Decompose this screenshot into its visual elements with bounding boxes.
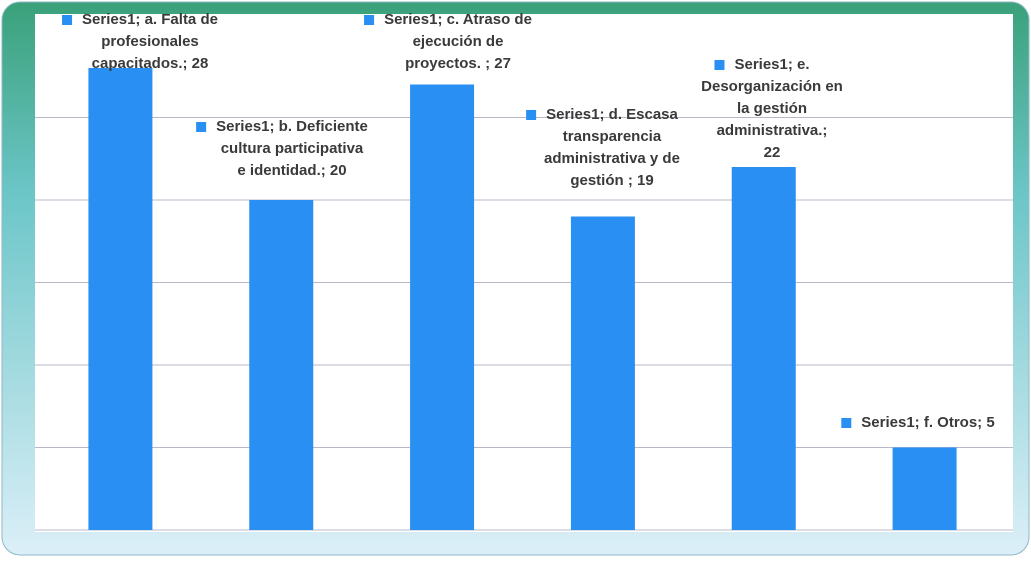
bar (892, 447, 957, 530)
bar (410, 84, 475, 530)
data-label: Series1; c. Atraso de ejecución de proyect… (384, 11, 532, 72)
bar (731, 167, 796, 530)
plot-area (35, 14, 1013, 532)
data-label: Series1; d. Escasa transparencia administr… (544, 106, 680, 189)
legend-key (364, 15, 375, 25)
legend-key (62, 15, 73, 25)
bar (249, 200, 314, 530)
legend-key (714, 60, 725, 70)
data-label: Series1; e. Desorganización en la gestión a… (701, 56, 843, 161)
bar (88, 68, 153, 530)
legend-key (526, 110, 537, 120)
bar (570, 216, 635, 530)
legend-key (841, 418, 852, 428)
legend-key (196, 122, 207, 132)
data-label: Series1; a. Falta de profesionales capacit… (82, 11, 218, 72)
data-label: Series1; b. Deficiente cultura participat… (216, 118, 368, 179)
data-label: Series1; f. Otros; 5 (861, 414, 994, 431)
